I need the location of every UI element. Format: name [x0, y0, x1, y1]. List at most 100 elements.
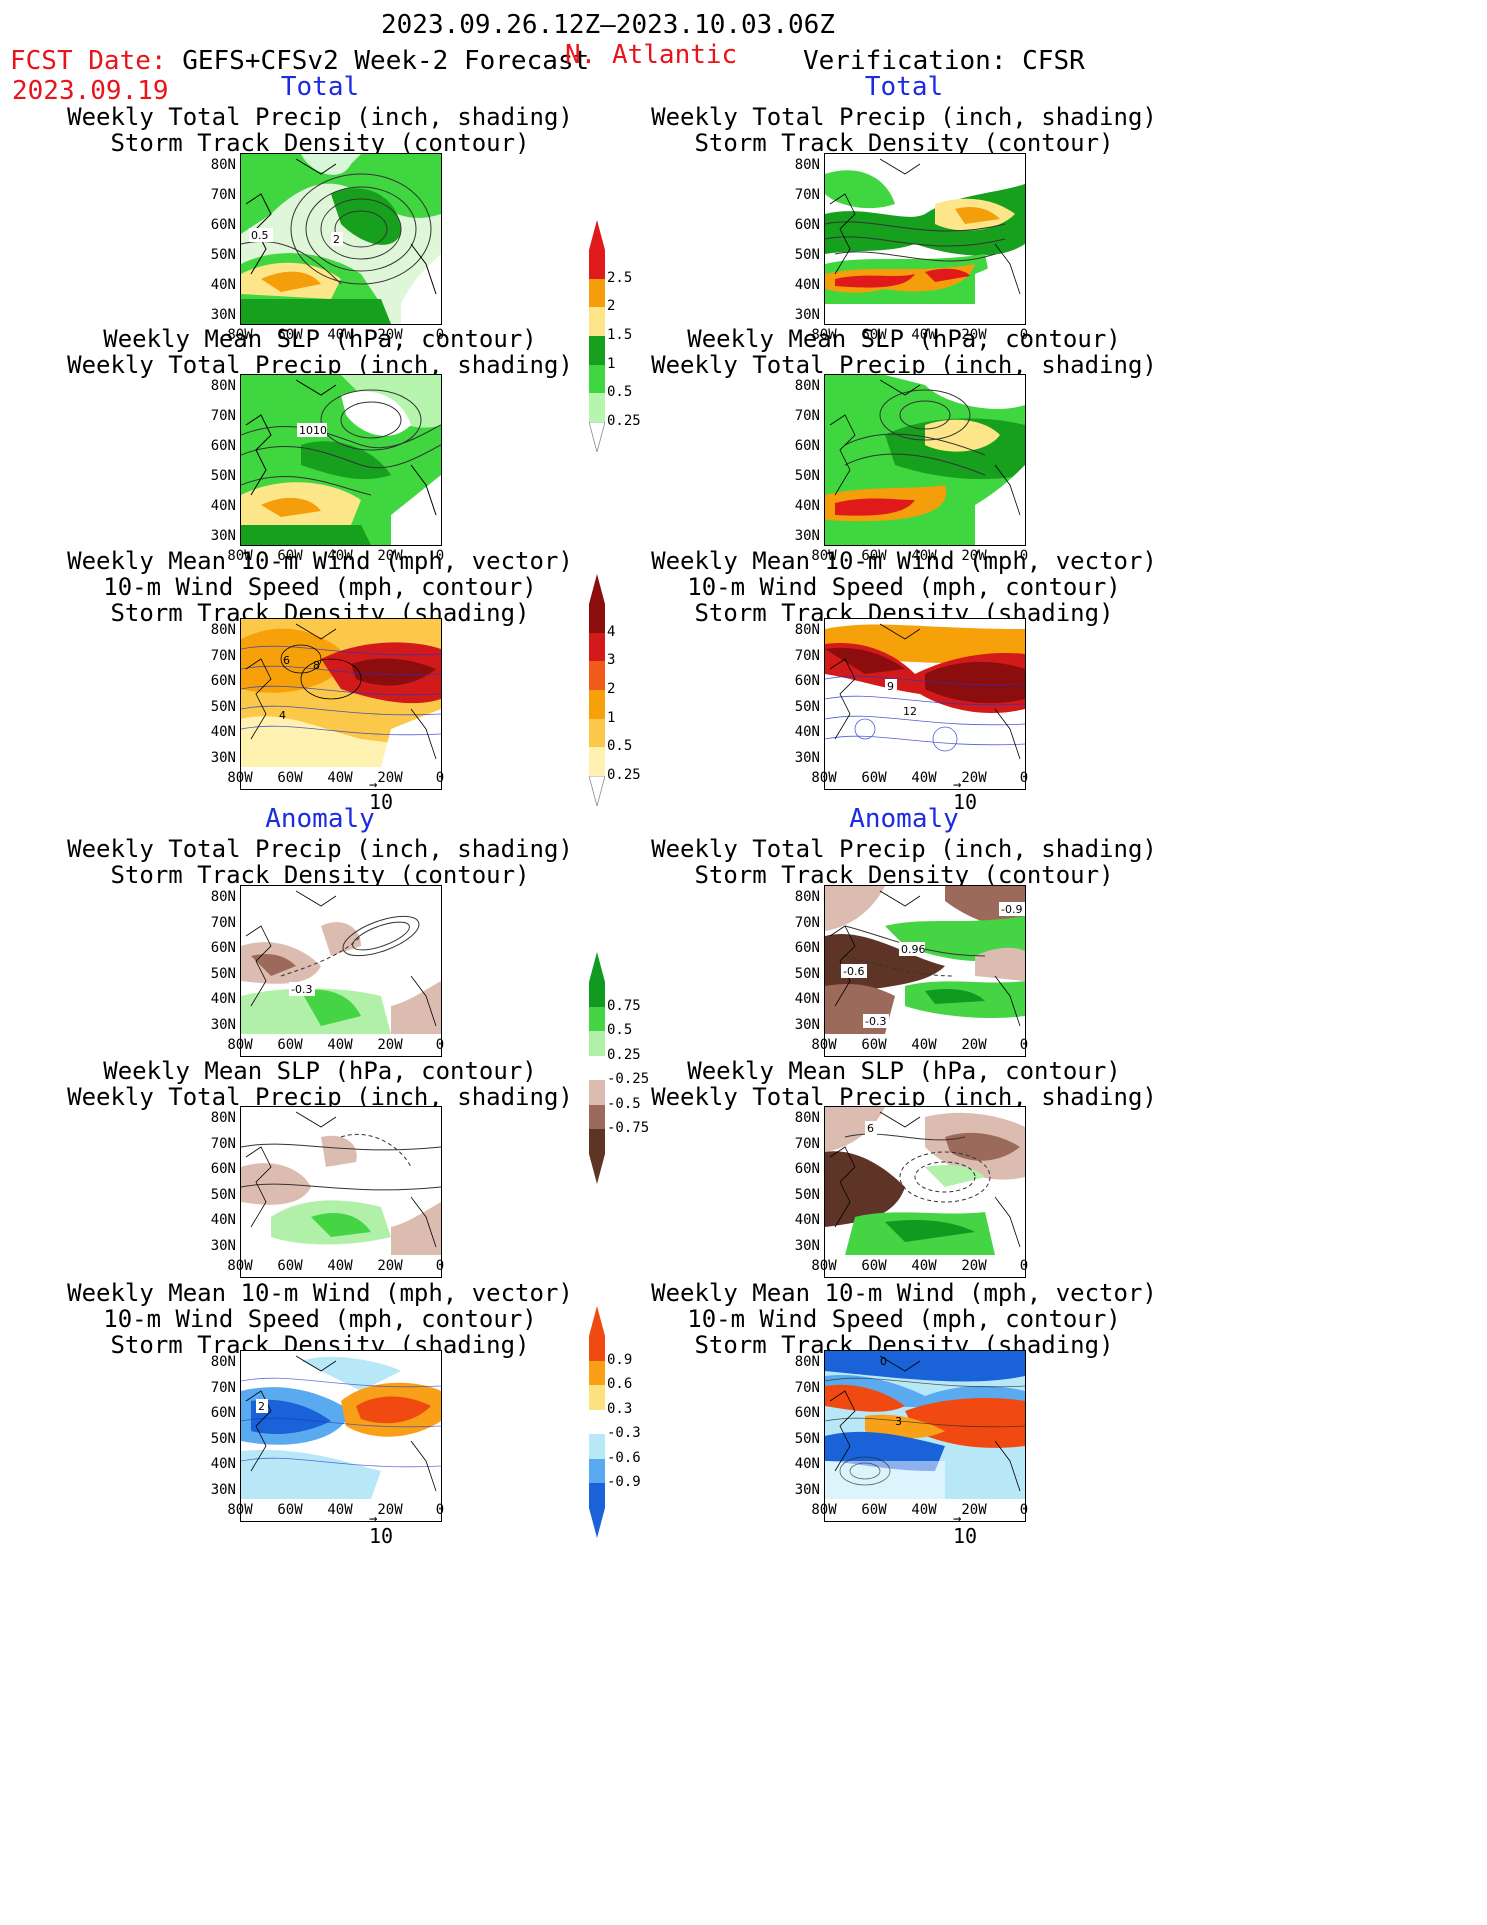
fcst-header: FCST Date: GEFS+CFSv2 Week-2 Forecast [10, 46, 589, 76]
lat-tick-label: 80N [794, 157, 820, 173]
map-forecast-wind-total: 6 8 4 [240, 618, 442, 790]
lat-tick-label: 70N [794, 647, 820, 664]
colorbar-label: 2 [607, 298, 616, 315]
lat-tick-label: 80N [210, 622, 236, 638]
lat-tick-label: 30N [210, 750, 236, 766]
lon-tick-label: 0 [435, 1258, 445, 1274]
section-anomaly-left: Anomaly [265, 804, 375, 834]
lat-tick-label: 30N [210, 1017, 236, 1033]
lon-tick-label: 20W [961, 1037, 987, 1053]
contour-label: 0 [880, 1355, 887, 1368]
lon-tick-label: 40W [327, 1502, 353, 1518]
section-total-right: Total [864, 72, 944, 102]
contour-label: 1010 [299, 424, 327, 437]
lon-tick-label: 20W [377, 1502, 403, 1518]
colorbar-segment [589, 336, 605, 365]
colorbar-label: 0.9 [607, 1351, 633, 1368]
lon-tick-label: 80W [227, 548, 253, 564]
lon-tick-label: 80W [811, 770, 837, 786]
lat-tick-label: 70N [210, 408, 236, 424]
lon-tick-label: 0 [1019, 1037, 1029, 1053]
contour-label: 4 [279, 709, 286, 722]
lon-tick-label: 60W [861, 1037, 887, 1053]
colorbar-label: 0.3 [607, 1400, 633, 1417]
lon-tick-label: 60W [277, 327, 303, 343]
colorbar-segment [589, 393, 605, 423]
lat-tick-label: 70N [210, 1135, 236, 1152]
lat-tick-label: 30N [210, 307, 236, 323]
lat-tick-label: 50N [794, 1186, 820, 1203]
lon-tick-label: 40W [327, 1037, 353, 1053]
lat-tick-label: 50N [794, 965, 820, 982]
vector-ref-v-wind: → 10 [953, 777, 978, 814]
lon-tick-label: 20W [961, 327, 987, 343]
lat-tick-label: 60N [210, 217, 236, 233]
contour-label: -0.3 [291, 983, 312, 996]
colorbar-segment [589, 747, 605, 777]
lon-tick-label: 60W [861, 548, 887, 564]
vector-ref-fa-wind: → 10 [369, 1511, 394, 1548]
lat-tick-label: 40N [210, 991, 236, 1008]
lon-tick-label: 40W [911, 548, 937, 564]
colorbar-segment [589, 1385, 605, 1411]
lon-tick-label: 40W [911, 770, 937, 786]
lat-tick-label: 70N [210, 1379, 236, 1396]
contour-label: 6 [867, 1122, 874, 1135]
lon-tick-label: 40W [911, 1502, 937, 1518]
colorbar-label: -0.9 [607, 1474, 641, 1491]
title-fa-slp: Weekly Mean SLP (hPa, contour) Weekly To… [67, 1057, 573, 1111]
lat-tick-label: 40N [210, 277, 236, 293]
map-forecast-slp-anom [240, 1106, 442, 1278]
lon-tick-label: 80W [811, 1258, 837, 1274]
lat-tick-label: 30N [794, 1482, 820, 1498]
lat-tick-label: 30N [210, 1482, 236, 1498]
map-forecast-wind-anom: 2 [240, 1350, 442, 1522]
lat-tick-label: 60N [210, 438, 236, 454]
fcst-date-label: FCST Date: [10, 46, 167, 76]
lat-tick-label: 40N [210, 724, 236, 741]
colorbar-segment [589, 718, 605, 748]
lon-tick-label: 0 [1019, 1258, 1029, 1274]
colorbar-precip-total [589, 220, 605, 452]
lon-tick-label: 80W [811, 1502, 837, 1518]
colorbar-segment [589, 1055, 605, 1081]
lat-tick-label: 60N [794, 673, 820, 690]
colorbar-segment [589, 307, 605, 337]
title-f-slp: Weekly Mean SLP (hPa, contour) Weekly To… [67, 325, 573, 379]
colorbar-label: 0.5 [607, 738, 633, 755]
lat-tick-label: 40N [794, 991, 820, 1008]
map-forecast-precip-anom: -0.3 [240, 885, 442, 1057]
section-total-left: Total [280, 72, 360, 102]
title-f-precip: Weekly Total Precip (inch, shading) Stor… [67, 103, 573, 157]
map-verification-slp-anom: 6 [824, 1106, 1026, 1278]
lon-tick-label: 20W [377, 327, 403, 343]
contour-label: 9 [887, 680, 894, 693]
lat-tick-label: 40N [794, 498, 820, 514]
lon-tick-label: 60W [277, 770, 303, 786]
contour-label: 2 [258, 1400, 265, 1413]
lat-tick-label: 60N [794, 217, 820, 233]
lat-tick-label: 30N [210, 528, 236, 544]
lat-tick-label: 60N [210, 1161, 236, 1178]
lat-tick-label: 70N [210, 647, 236, 664]
colorbar-segment [589, 1129, 605, 1155]
lon-tick-label: 20W [377, 770, 403, 786]
lat-tick-label: 50N [210, 1186, 236, 1203]
colorbar-segment [589, 690, 605, 719]
lat-tick-label: 50N [794, 698, 820, 715]
colorbar-segment [589, 1409, 605, 1435]
fcst-model: GEFS+CFSv2 Week-2 Forecast [182, 46, 590, 76]
lat-tick-label: 40N [794, 724, 820, 741]
lat-tick-label: 80N [210, 157, 236, 173]
section-anomaly-right: Anomaly [849, 804, 959, 834]
lat-tick-label: 80N [210, 889, 236, 905]
lat-tick-label: 60N [794, 940, 820, 957]
lat-tick-label: 70N [794, 914, 820, 931]
lon-tick-label: 0 [1019, 327, 1029, 343]
lat-tick-label: 50N [794, 1430, 820, 1447]
lon-tick-label: 80W [227, 1037, 253, 1053]
lon-tick-label: 60W [861, 770, 887, 786]
colorbar-segment [589, 661, 605, 691]
contour-label: 0.5 [251, 229, 269, 242]
title-v-wind: Weekly Mean 10-m Wind (mph, vector) 10-m… [651, 547, 1157, 627]
